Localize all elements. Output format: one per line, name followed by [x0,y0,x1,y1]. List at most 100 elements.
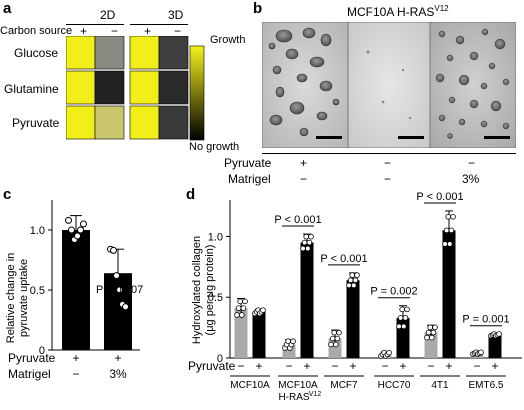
d-data-point [333,341,339,348]
d-data-point [331,329,338,336]
panel-d-label: d [186,186,196,203]
growth-colorbar [189,45,205,141]
d-cell-line-label-2: H-RAS [278,392,309,403]
d-y-tick-label: 0.5 [208,292,223,304]
heatmap-cell [94,105,125,140]
d-pyruvate-value: + [255,359,262,373]
c-y-tick-label: 0.5 [30,285,45,297]
d-cell-line-label: MCF7 [330,380,358,391]
c-ylabel-2: pyruvate uptake [18,259,30,337]
header-plus-2d: + [80,24,88,38]
row-label-pyruvate: Pyruvate [12,116,60,130]
heatmap-cell [129,105,160,140]
header-minus-2d: − [111,24,119,38]
d-data-point [351,282,357,289]
d-data-point [329,335,336,342]
c-data-point [74,232,81,240]
scale-top-label: Growth [210,34,246,46]
col-3d-rule [130,24,188,25]
d-pyruvate-value: + [445,359,452,373]
header-plus-3d: + [144,24,152,38]
b-matrigel-val-2: − [384,172,392,186]
heatmap-cell [129,36,160,70]
c-data-point [122,303,129,311]
d-data-point [397,315,404,321]
d-data-point [334,335,341,342]
heatmap-cell [158,70,189,105]
d-data-point [346,282,352,289]
d-bar [300,242,314,358]
heatmap-cell [94,70,125,105]
heatmap-cell [94,36,125,70]
d-data-point [336,329,342,336]
d-data-point [234,312,240,318]
d-data-point [429,334,435,341]
d-data-point [401,323,407,330]
d-data-point [242,298,248,305]
d-pyruvate-value: + [303,359,310,373]
d-pyruvate-value: − [427,359,434,373]
d-y-tick-label: 0 [217,353,223,365]
d-ylabel-2: (μg per μg protein) [204,245,216,336]
d-pyruvate-value: − [381,359,388,373]
d-data-point [424,334,430,341]
col-3d-label: 3D [168,8,184,22]
panel-b-label: b [253,0,263,17]
d-data-point [308,233,314,240]
d-data-point [235,305,242,311]
panel-b-title-sup: V12 [434,4,449,13]
d-data-point [347,277,354,284]
heatmap-cell [158,105,189,140]
d-data-point [237,298,243,305]
panel-b-rule [262,153,516,154]
chart-hydroxylated-collagen: Hydroxylated collagen (μg per μg protein… [188,191,522,403]
d-data-point [496,331,502,337]
d-y-tick-label: 1.0 [208,231,223,243]
d-data-point [305,245,311,252]
d-cell-line-label: MCF10A [278,380,318,391]
b-matrigel-val-1: − [300,172,308,186]
d-data-point [445,213,452,220]
c-y-tick-label: 0 [39,345,45,357]
d-pyruvate-value: + [399,359,406,373]
panel-b-title: MCF10A H-RASV12 [347,4,449,19]
d-pvalue-label: P < 0.001 [416,191,463,203]
micrograph-pyruvate [262,22,348,148]
micrograph-no-pyruvate [348,22,430,148]
d-pyruvate-label: Pyruvate [188,359,236,373]
d-pyruvate-value: − [473,359,480,373]
d-data-point [349,272,356,278]
d-pyruvate-value: − [285,359,292,373]
row-label-glutamine: Glutamine [4,82,59,96]
d-cell-line-sup: V12 [309,391,322,398]
d-pvalue-label: P = 0.002 [370,286,417,298]
d-bar [442,230,456,358]
d-data-point [430,329,437,336]
d-bar [346,280,360,358]
colorbar-gradient [189,45,205,141]
d-data-point [328,341,334,348]
micrograph-matrigel [430,22,516,148]
c-y-tick-label: 1.0 [30,225,45,237]
c-pyruvate-label: Pyruvate [8,351,56,365]
d-data-point [443,227,450,234]
d-cell-line-label: EMT6.5 [468,380,503,391]
panel-a-label: a [3,0,12,17]
d-data-point [300,245,306,252]
c-mat-val-2: 3% [109,367,127,381]
panel-b-title-text: MCF10A H-RAS [347,5,435,19]
d-data-point [396,323,402,330]
scale-bottom-label: No growth [189,141,240,153]
col-2d-rule [66,24,124,25]
c-bar [62,230,90,350]
d-pvalue-label: P = 0.001 [462,314,509,326]
d-pyruvate-value: − [331,359,338,373]
c-mat-val-1: − [72,367,79,381]
c-data-point [68,226,75,234]
heatmap-cell [66,105,96,140]
d-ylabel-1: Hydroxylated collagen [191,236,203,344]
d-data-point [478,349,484,356]
d-data-point [290,338,296,345]
d-data-point [425,329,432,336]
b-pyruvate-val-3: − [468,156,476,170]
